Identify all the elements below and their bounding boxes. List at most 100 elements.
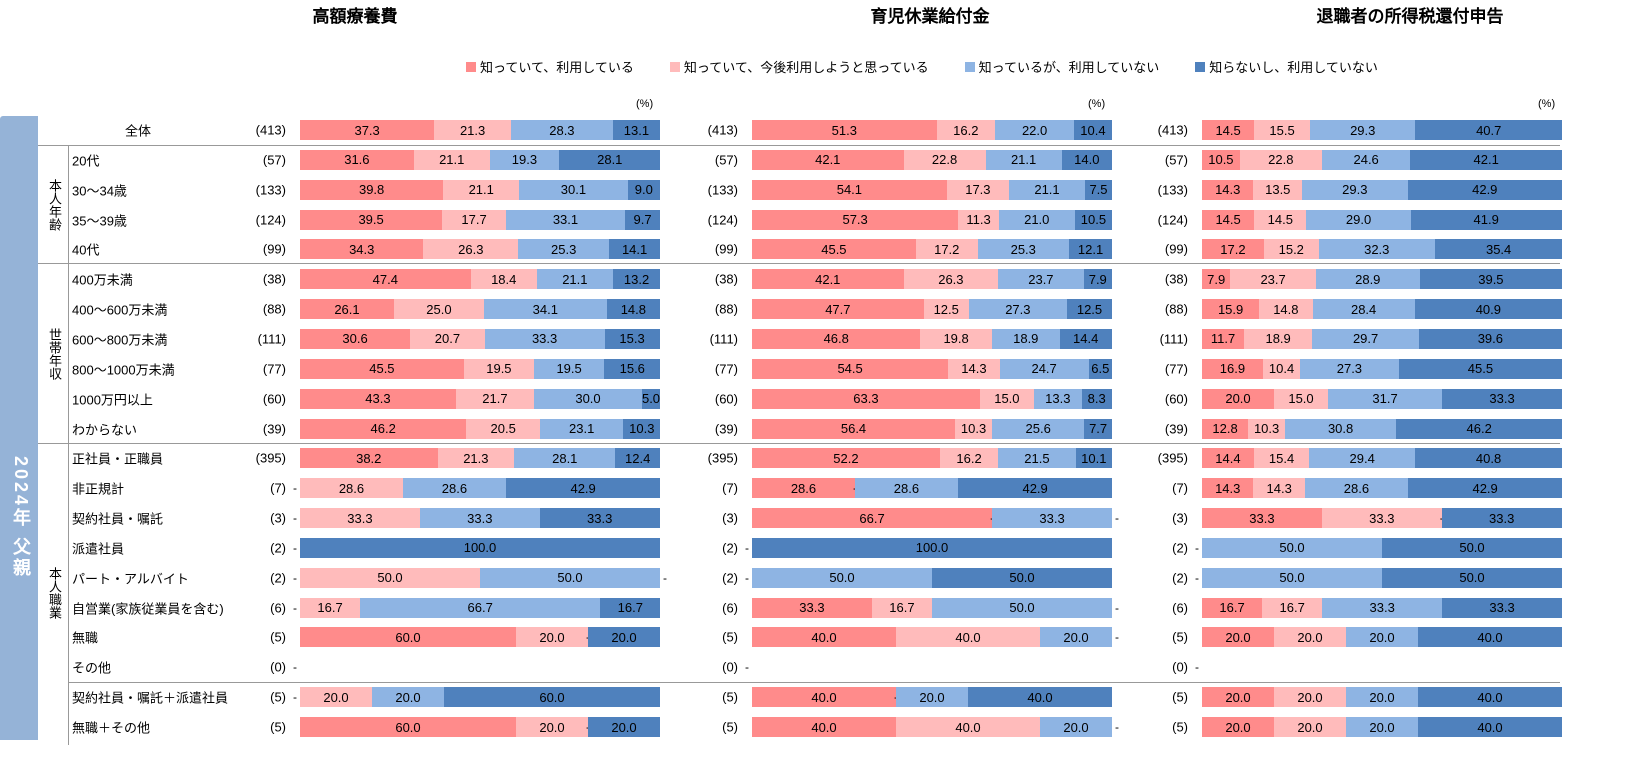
row-label: 全体 xyxy=(125,123,152,139)
zero-marker: - xyxy=(745,540,749,555)
sample-size: (38) xyxy=(1164,271,1188,287)
bar-segment: 42.1 xyxy=(752,269,904,290)
bar-segment: 42.1 xyxy=(752,149,904,170)
row-label: 40代 xyxy=(72,242,100,258)
sample-size: (395) xyxy=(1157,450,1188,466)
row-label: 1000万円以上 xyxy=(72,392,153,408)
sample-size: (3) xyxy=(722,510,738,526)
bar-segment: 20.0 xyxy=(588,627,660,648)
bar-segment: 33.3 xyxy=(992,508,1112,529)
row-label: パート・アルバイト xyxy=(72,571,189,587)
sample-size: (111) xyxy=(1159,331,1188,347)
chart-title: 育児休業給付金 xyxy=(870,7,990,26)
sample-size: (395) xyxy=(255,450,286,466)
bar-segment: 14.8 xyxy=(1259,299,1313,320)
sample-size: (2) xyxy=(270,570,286,586)
bar-segment: 54.1 xyxy=(752,179,947,200)
sample-size: (57) xyxy=(714,152,738,168)
row-label: わからない xyxy=(72,422,138,437)
bar-segment: 29.0 xyxy=(1306,209,1411,230)
bar-segment: 32.3 xyxy=(1318,239,1435,260)
sample-size: (5) xyxy=(722,719,738,735)
bar-segment: 19.5 xyxy=(534,358,605,379)
separator xyxy=(38,263,1560,264)
row-label: 無職＋その他 xyxy=(72,720,151,736)
legend-label: 知っていて、利用している xyxy=(480,60,634,75)
bar-segment: 27.3 xyxy=(1300,358,1399,379)
bar-segment: 28.1 xyxy=(514,448,616,469)
bar-segment: 13.2 xyxy=(612,269,661,290)
row-label: 400万未満 xyxy=(72,272,133,288)
bar-segment: 15.0 xyxy=(1274,388,1328,409)
bar-segment: 30.1 xyxy=(519,179,628,200)
bar-segment: 10.3 xyxy=(1248,418,1286,439)
bar-segment: 20.0 xyxy=(896,687,968,708)
bar-segment: 28.6 xyxy=(300,478,403,499)
bar-segment: 13.1 xyxy=(612,120,660,140)
sample-size: (5) xyxy=(1172,629,1188,645)
zero-marker: - xyxy=(1115,630,1119,645)
legend: 知っていて、利用している 知っていて、今後利用しようと思っている 知っているが、利用… xyxy=(466,57,1378,76)
sample-size: (2) xyxy=(722,540,738,556)
sample-size: (39) xyxy=(1164,421,1188,436)
bar-segment: 20.0 xyxy=(516,627,588,648)
sample-size: (88) xyxy=(262,301,286,317)
bar-segment: 9.0 xyxy=(627,179,660,200)
bar-segment: 40.0 xyxy=(752,717,896,737)
bar-segment: 33.3 xyxy=(1441,508,1562,529)
row-label: 800～1000万未満 xyxy=(72,362,175,378)
legend-swatch xyxy=(466,61,476,72)
bar-segment: 15.4 xyxy=(1253,448,1310,469)
bar-segment: 15.2 xyxy=(1263,239,1319,260)
sample-size: (5) xyxy=(1172,689,1188,705)
chart-title: 退職者の所得税還付申告 xyxy=(1316,7,1504,26)
bar-segment: 21.3 xyxy=(437,448,515,469)
bar-segment: 27.3 xyxy=(968,299,1067,320)
bar-segment: 33.3 xyxy=(1202,508,1322,529)
bar-segment: 29.3 xyxy=(1302,179,1408,200)
bar-segment: 46.2 xyxy=(300,418,467,439)
bar-segment: 17.3 xyxy=(946,179,1010,200)
bar-segment: 33.3 xyxy=(300,508,420,529)
bar-segment: 42.9 xyxy=(505,478,661,499)
bar-segment: 28.6 xyxy=(752,478,855,499)
sample-size: (124) xyxy=(255,212,286,228)
row-label: 600～800万未満 xyxy=(72,332,168,348)
bar-segment: 45.5 xyxy=(1398,358,1563,379)
sample-size: (111) xyxy=(257,331,286,347)
bar-segment: 60.0 xyxy=(444,687,660,708)
zero-marker: - xyxy=(293,660,297,675)
legend-swatch xyxy=(964,61,975,72)
bar-segment: 14.0 xyxy=(1061,149,1112,170)
group-label: 本人職業 xyxy=(47,566,62,619)
bar-segment: 24.6 xyxy=(1321,149,1411,170)
bar-segment: 20.0 xyxy=(1346,687,1418,708)
bar-segment: 39.5 xyxy=(300,209,443,230)
unit-label: (%) xyxy=(1088,98,1106,110)
row-label: 400～600万未満 xyxy=(72,302,168,318)
bar-segment: 15.0 xyxy=(979,388,1034,409)
sample-size: (38) xyxy=(262,271,286,287)
sample-size: (39) xyxy=(262,421,286,436)
bar-segment: 26.1 xyxy=(300,299,394,320)
bar-segment: 22.0 xyxy=(995,120,1075,140)
bar-segment: 45.5 xyxy=(752,239,916,260)
bar-segment: 50.0 xyxy=(932,597,1112,618)
sample-size: (5) xyxy=(722,629,738,645)
zero-marker: - xyxy=(293,570,297,585)
legend-label: 知っているが、利用していない xyxy=(978,60,1160,75)
bar-segment: 33.3 xyxy=(1442,388,1562,409)
bar-segment: 42.9 xyxy=(957,478,1113,499)
bar-segment: 12.4 xyxy=(615,448,660,469)
bar-segment: 51.3 xyxy=(752,120,937,140)
bar-segment: 19.8 xyxy=(920,328,992,349)
bar-segment: 14.5 xyxy=(1254,209,1307,230)
bar-segment: 14.3 xyxy=(948,358,1000,379)
bar-segment: 40.0 xyxy=(896,627,1040,648)
bar-segment: 100.0 xyxy=(300,537,660,558)
sample-size: (99) xyxy=(1164,241,1188,257)
sample-size: (0) xyxy=(1172,659,1188,675)
zero-marker: - xyxy=(1195,660,1199,675)
bar-segment: 10.5 xyxy=(1202,149,1240,170)
bar-segment: 16.7 xyxy=(1202,597,1263,618)
